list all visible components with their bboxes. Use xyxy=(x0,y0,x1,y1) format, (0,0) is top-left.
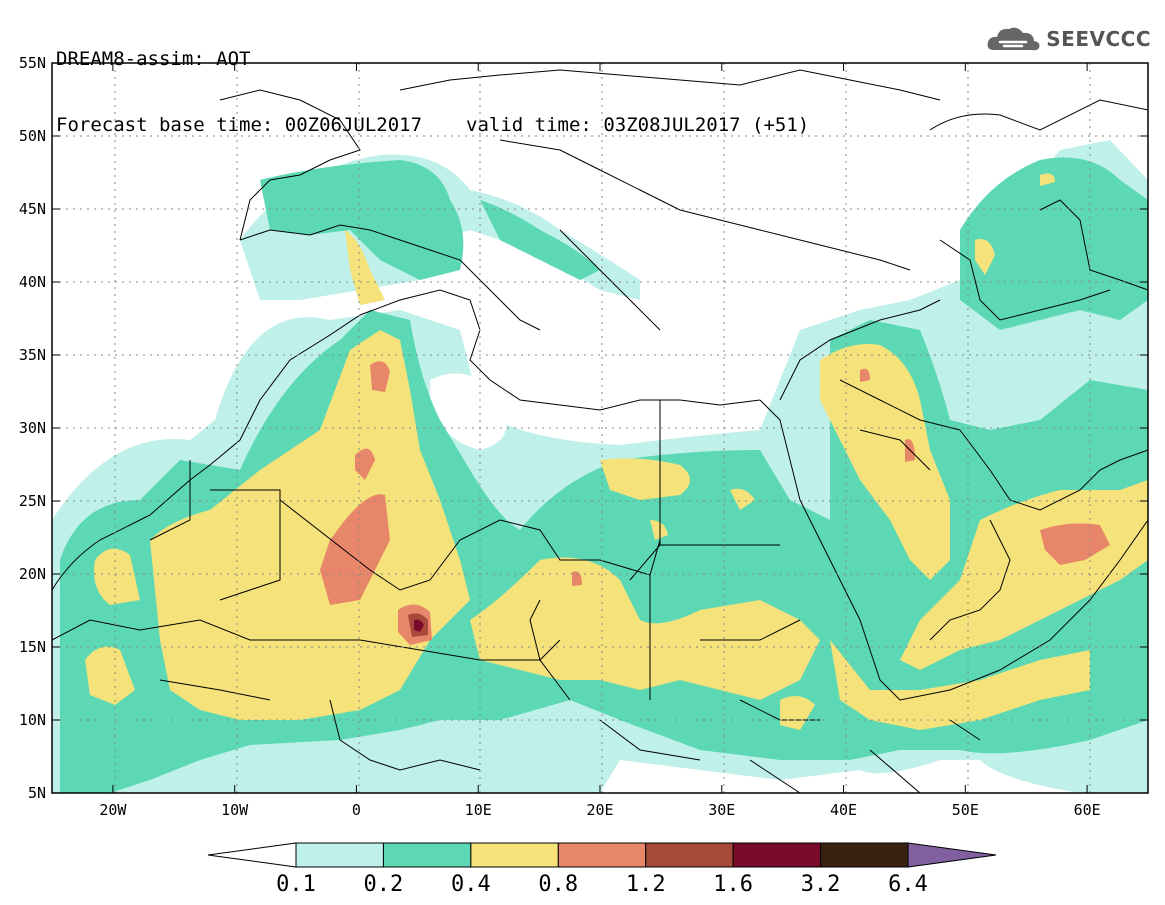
x-tick-label: 60E xyxy=(1074,801,1101,819)
seevccc-logo: SEEVCCC xyxy=(986,24,1151,54)
colorbar-swatch xyxy=(645,842,734,868)
x-tick-label: 30E xyxy=(708,801,735,819)
colorbar-labels: 0.1 0.2 0.4 0.8 1.2 1.6 3.2 6.4 xyxy=(0,872,1165,900)
forecast-base-time: Forecast base time: 00Z06JUL2017 xyxy=(56,114,423,136)
y-tick-label: 25N xyxy=(19,492,46,510)
colorbar-swatch xyxy=(732,842,822,868)
colorbar-label: 1.2 xyxy=(625,872,666,897)
colorbar-swatch xyxy=(557,842,647,868)
y-tick-label: 50N xyxy=(19,127,46,145)
colorbar-label: 1.6 xyxy=(713,872,754,897)
cloud-icon xyxy=(987,27,1040,51)
colorbar-label: 0.4 xyxy=(450,872,491,897)
y-tick-label: 20N xyxy=(19,565,46,583)
colorbar-low-extend xyxy=(207,842,297,868)
x-tick-label: 20W xyxy=(99,801,127,819)
axis-ticks: 20W 10W 0 10E 20E 30E 40E 50E 60E 5N 10N 15N 20N 25N 3… xyxy=(19,54,1148,819)
valid-time: valid time: 03Z08JUL2017 (+51) xyxy=(466,114,810,136)
colorbar-label: 3.2 xyxy=(800,872,841,897)
colorbar-label: 6.4 xyxy=(888,872,928,897)
colorbar-label: 0.2 xyxy=(363,872,404,897)
y-tick-label: 35N xyxy=(19,346,46,364)
logo-text: SEEVCCC xyxy=(1046,27,1151,51)
map-header: DREAM8-assim: AOT Forecast base time: 00… xyxy=(56,4,809,158)
colorbar xyxy=(207,842,997,868)
y-tick-label: 55N xyxy=(19,54,46,72)
y-tick-label: 30N xyxy=(19,419,46,437)
colorbar-high-extend xyxy=(907,842,997,868)
colorbar-swatch xyxy=(470,842,559,868)
country-borders xyxy=(52,69,1148,793)
colorbar-swatch xyxy=(820,842,909,868)
x-tick-label: 0 xyxy=(352,801,361,819)
y-tick-label: 40N xyxy=(19,273,46,291)
x-tick-label: 40E xyxy=(830,801,857,819)
product-title: DREAM8-assim: AOT xyxy=(56,48,251,70)
y-tick-label: 5N xyxy=(28,784,46,802)
colorbar-label: 0.1 xyxy=(276,872,316,897)
colorbar-swatch xyxy=(295,842,384,868)
x-tick-label: 50E xyxy=(952,801,979,819)
aot-field xyxy=(52,140,1148,793)
y-tick-label: 15N xyxy=(19,638,46,656)
grid-lines xyxy=(52,63,1148,793)
x-tick-label: 10W xyxy=(221,801,249,819)
x-tick-label: 10E xyxy=(465,801,492,819)
colorbar-swatch xyxy=(382,842,472,868)
colorbar-label: 0.8 xyxy=(538,872,579,897)
x-tick-label: 20E xyxy=(586,801,613,819)
y-tick-label: 10N xyxy=(19,711,46,729)
y-tick-label: 45N xyxy=(19,200,46,218)
